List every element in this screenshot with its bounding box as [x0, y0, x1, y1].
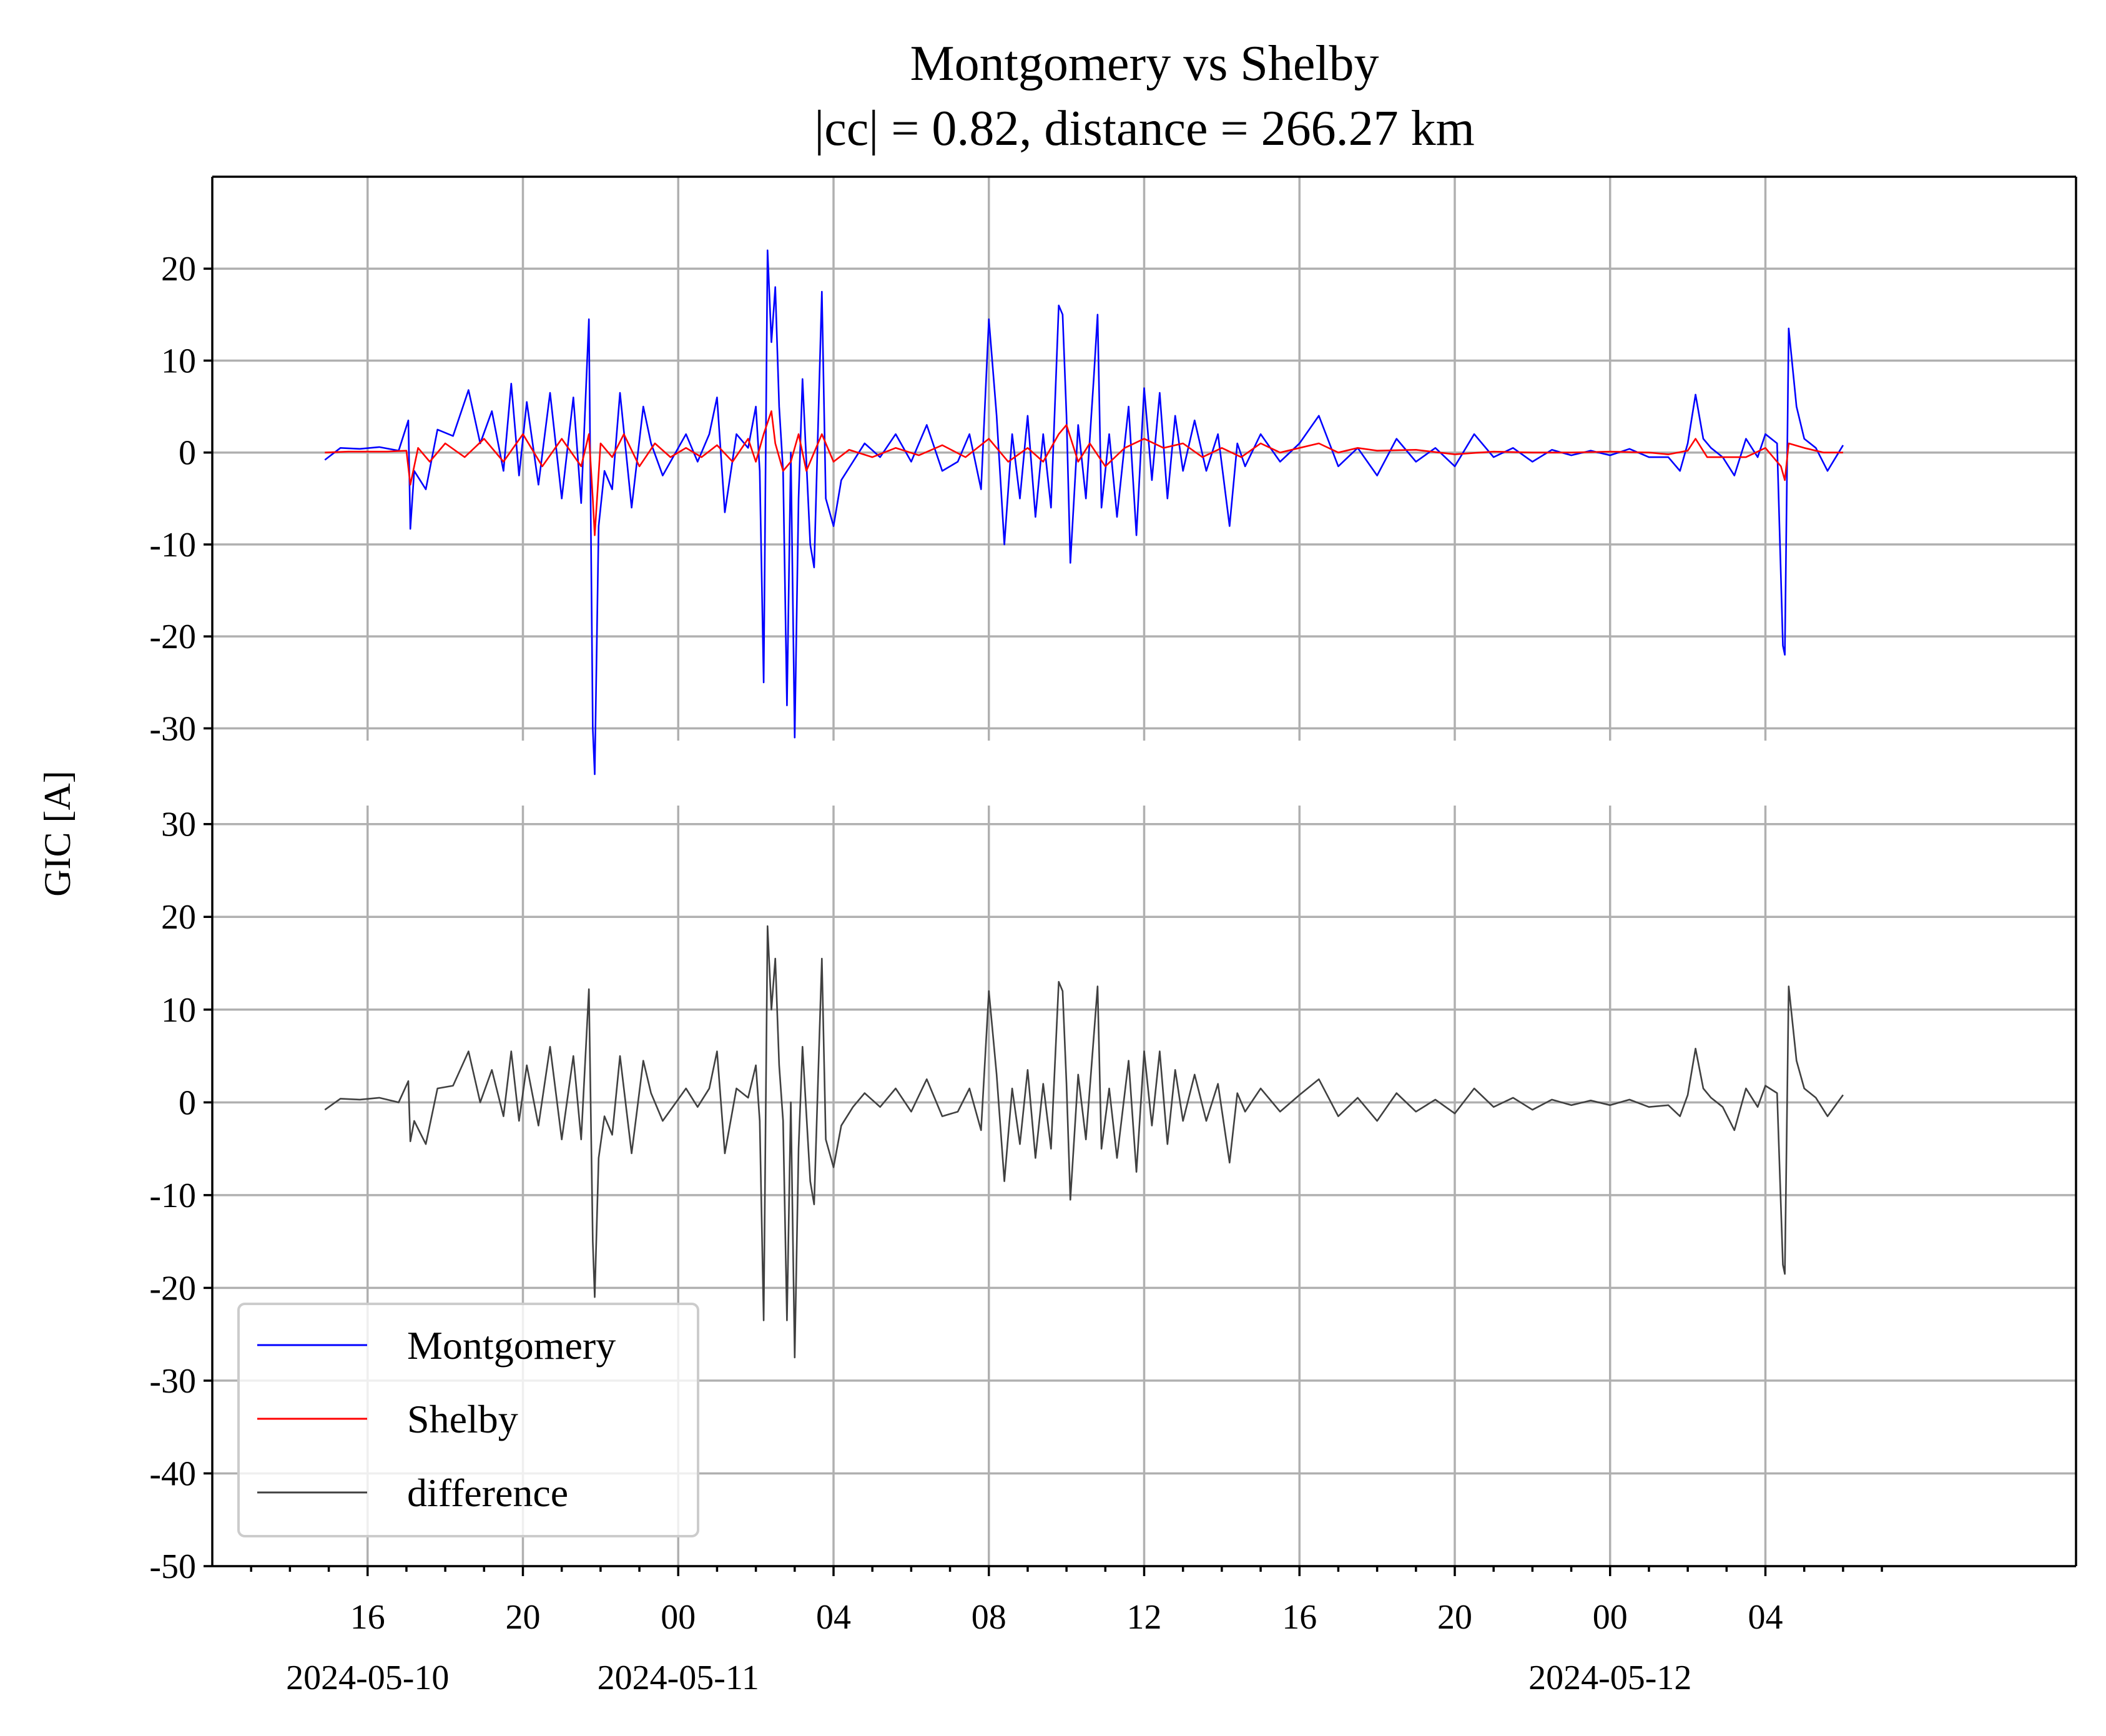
bottom-ytick-label: -50: [149, 1547, 196, 1586]
chart-title-line-2: |cc| = 0.82, distance = 266.27 km: [814, 101, 1475, 156]
bottom-ytick-label: 20: [161, 898, 196, 937]
x-tick-label: 16: [350, 1598, 385, 1637]
bottom-ytick-label: -20: [149, 1269, 196, 1308]
x-tick-label: 00: [1593, 1598, 1628, 1637]
legend-box: [237, 1303, 699, 1537]
top-series-montgomery: [324, 249, 1844, 776]
x-tick-label: 08: [972, 1598, 1006, 1637]
top-ytick-label: -30: [149, 709, 196, 748]
bottom-series-difference: [324, 925, 1844, 1359]
top-ytick-label: 20: [161, 250, 196, 289]
top-panel-grid: [212, 177, 2076, 741]
y-axis-label: GIC [A]: [37, 771, 78, 897]
bottom-ytick-label: -30: [149, 1362, 196, 1401]
x-tick-label: 04: [1748, 1598, 1783, 1637]
top-panel-series: [324, 249, 1844, 776]
bottom-ytick-label: -40: [149, 1454, 196, 1493]
x-tick-label: 04: [816, 1598, 851, 1637]
bottom-ytick-label: 10: [161, 991, 196, 1030]
bottom-panel-series: [324, 925, 1844, 1359]
x-axis-ticks: 16 2024-05-10 20 00 2024-05-11 04 08 12 16 20 00 20…: [250, 1566, 1883, 1697]
x-tick-date-label: 2024-05-11: [598, 1659, 759, 1697]
bottom-ytick-label: 30: [161, 806, 196, 844]
x-tick-label: 20: [1437, 1598, 1472, 1637]
top-ytick-label: -20: [149, 618, 196, 656]
bottom-panel-y-ticks: 30 20 10 0 -10 -20 -30 -40 -50: [149, 806, 212, 1586]
x-tick-date-label: 2024-05-12: [1528, 1659, 1691, 1697]
top-ytick-label: 10: [161, 342, 196, 380]
legend: Montgomery Shelby difference: [237, 1303, 699, 1537]
x-tick-label: 12: [1127, 1598, 1162, 1637]
x-tick-label: 00: [661, 1598, 696, 1637]
legend-label-shelby: Shelby: [407, 1397, 518, 1441]
x-tick-date-label: 2024-05-10: [286, 1659, 449, 1697]
top-ytick-label: 0: [179, 434, 196, 473]
x-tick-label: 16: [1282, 1598, 1317, 1637]
bottom-ytick-label: 0: [179, 1083, 196, 1122]
legend-label-montgomery: Montgomery: [407, 1323, 616, 1368]
bottom-ytick-label: -10: [149, 1176, 196, 1215]
chart-title-line-1: Montgomery vs Shelby: [910, 36, 1379, 91]
top-series-shelby: [325, 410, 1843, 536]
x-tick-label: 20: [506, 1598, 541, 1637]
top-ytick-label: -10: [149, 526, 196, 565]
legend-label-difference: difference: [407, 1471, 568, 1515]
top-panel-y-ticks: 20 10 0 -10 -20 -30: [149, 250, 212, 748]
